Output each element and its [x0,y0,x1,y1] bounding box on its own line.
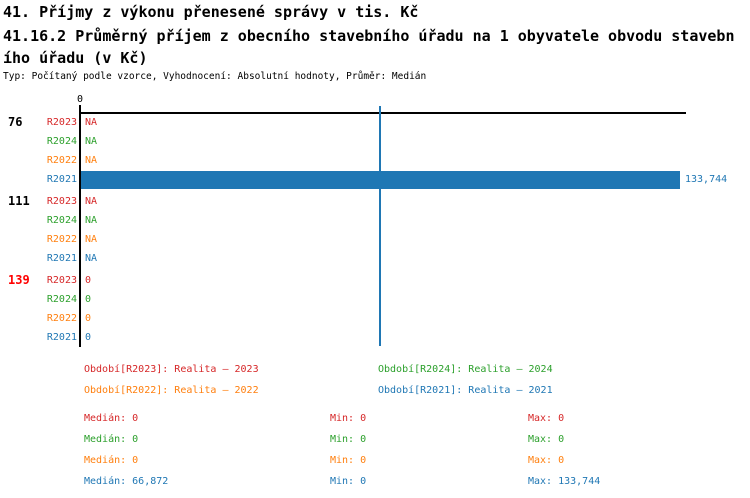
legend-item: Období[R2024]: Realita – 2024 [378,364,553,375]
stat-max: Max: 0 [528,455,565,466]
indicator-meta: Typ: Počítaný podle vzorce, Vyhodnocení:… [3,71,427,82]
median-line [379,106,381,346]
value-label: NA [85,253,98,264]
stat-max: Max: 133,744 [528,476,601,487]
report-title: 41. Příjmy z výkonu přenesené správy v t… [3,3,419,21]
value-label: 0 [85,332,92,343]
stat-median: Medián: 66,872 [84,476,169,487]
stat-max: Max: 0 [528,434,565,445]
series-label: R2022 [46,234,77,245]
stat-min: Min: 0 [330,413,367,424]
series-label: R2022 [46,155,77,166]
legend-item: Období[R2023]: Realita – 2023 [84,364,259,375]
series-label: R2023 [46,117,77,128]
series-label: R2022 [46,313,77,324]
value-label: NA [85,234,98,245]
series-label: R2021 [46,332,77,343]
stat-min: Min: 0 [330,434,367,445]
group-label: 139 [8,273,30,287]
value-label: NA [85,215,98,226]
value-label: NA [85,136,98,147]
value-label: 0 [85,294,92,305]
value-label: 0 [85,313,92,324]
stat-median: Medián: 0 [84,413,139,424]
x-axis-zero-tick: 0 [76,94,84,105]
group-label: 111 [8,194,30,208]
stat-max: Max: 0 [528,413,565,424]
value-label: NA [85,117,98,128]
series-label: R2023 [46,196,77,207]
value-label: 0 [85,275,92,286]
bar-value-label: 133,744 [685,174,728,185]
series-label: R2021 [46,253,77,264]
stat-median: Medián: 0 [84,455,139,466]
zero-baseline [79,105,81,347]
legend-item: Období[R2022]: Realita – 2022 [84,385,259,396]
legend-item: Období[R2021]: Realita – 2021 [378,385,553,396]
bar [81,170,680,189]
stat-median: Medián: 0 [84,434,139,445]
group-label: 76 [8,115,23,129]
series-label: R2023 [46,275,77,286]
x-axis-line [79,112,686,114]
stat-min: Min: 0 [330,476,367,487]
series-label: R2021 [46,174,77,185]
stat-min: Min: 0 [330,455,367,466]
series-label: R2024 [46,215,77,226]
indicator-title: 41.16.2 Průměrný příjem z obecního stave… [3,27,735,67]
value-label: NA [85,196,98,207]
series-label: R2024 [46,294,77,305]
value-label: NA [85,155,98,166]
series-label: R2024 [46,136,77,147]
